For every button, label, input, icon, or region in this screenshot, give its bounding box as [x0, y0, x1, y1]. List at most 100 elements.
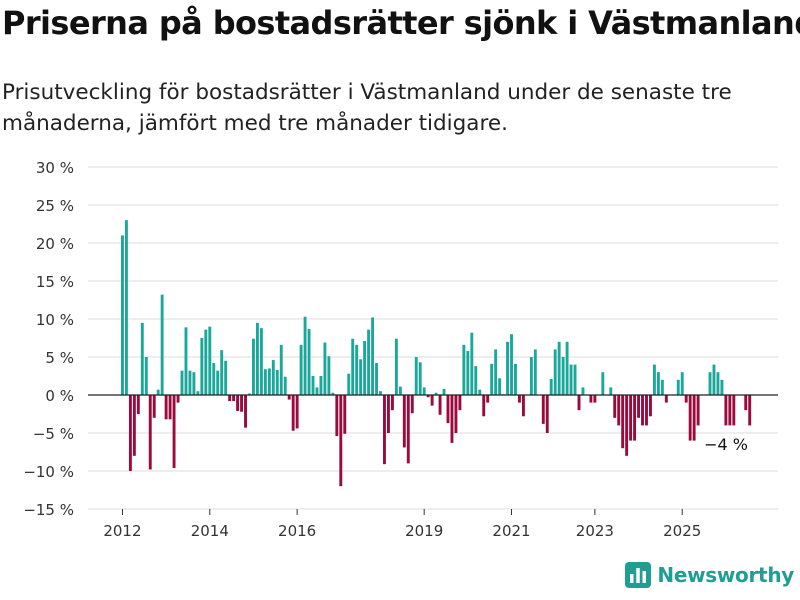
- bar: [259, 328, 263, 395]
- bar: [390, 395, 394, 411]
- bar: [748, 395, 752, 426]
- bar: [621, 395, 625, 449]
- bar: [335, 395, 339, 437]
- x-tick-label: 2014: [191, 522, 229, 540]
- bar: [442, 388, 446, 395]
- bar: [629, 395, 633, 441]
- bar: [172, 395, 176, 468]
- bar: [121, 235, 124, 395]
- bar: [184, 327, 188, 395]
- bar: [176, 395, 180, 403]
- y-tick-label: 15 %: [36, 273, 74, 291]
- bar: [279, 344, 283, 395]
- bar: [601, 372, 605, 395]
- bar: [148, 395, 152, 470]
- y-tick-label: 5 %: [45, 349, 74, 367]
- bar: [684, 395, 688, 403]
- bar: [164, 395, 168, 420]
- bar: [641, 395, 644, 426]
- bar: [728, 395, 732, 426]
- bar: [379, 391, 382, 395]
- bar: [486, 395, 490, 403]
- bar: [224, 360, 228, 395]
- bar: [255, 322, 259, 395]
- bar: [458, 395, 462, 411]
- bar: [299, 344, 303, 395]
- bar: [541, 395, 545, 424]
- bar: [561, 357, 565, 395]
- bar: [553, 349, 557, 395]
- bar: [236, 395, 240, 411]
- bar: [386, 395, 390, 433]
- chart-title: Priserna på bostadsrätter sjönk i Västma…: [2, 4, 800, 42]
- bar: [394, 338, 398, 395]
- bar: [168, 395, 172, 420]
- x-axis-ticks: 2012 2014 2016 2019 2021 2023 2025: [103, 509, 701, 540]
- bar: [375, 363, 378, 395]
- bar: [283, 376, 287, 395]
- bar: [307, 328, 311, 395]
- bar: [355, 344, 359, 395]
- bar: [518, 395, 521, 403]
- y-axis-tick-labels: 30 % 25 % 20 % 15 % 10 % 5 % 0 % −5 % −10 % −15 %: [23, 159, 74, 519]
- newsworthy-logo: Newsworthy: [625, 562, 794, 588]
- bar: [688, 395, 692, 441]
- bar: [470, 332, 474, 395]
- bar: [565, 341, 569, 395]
- bar: [514, 363, 517, 395]
- bar: [569, 364, 573, 395]
- bar: [267, 368, 271, 395]
- chart-subtitle: Prisutveckling för bostadsrätter i Västm…: [2, 80, 732, 136]
- bar: [533, 349, 537, 395]
- bar: [652, 364, 656, 395]
- bar: [712, 364, 716, 395]
- bar: [351, 338, 355, 395]
- bar: [446, 395, 450, 424]
- bar: [275, 369, 279, 395]
- bar: [180, 370, 184, 395]
- bar: [506, 341, 509, 395]
- y-tick-label: −10 %: [23, 463, 74, 481]
- bar: [160, 294, 164, 395]
- bar: [692, 395, 696, 441]
- bar: [557, 341, 561, 395]
- bar: [529, 357, 533, 395]
- bar: [319, 376, 323, 395]
- brand-name: Newsworthy: [657, 563, 794, 587]
- bar: [244, 395, 247, 428]
- bar: [418, 362, 422, 395]
- bar: [649, 395, 652, 417]
- x-tick-label: 2025: [663, 522, 701, 540]
- bars: [121, 220, 752, 487]
- y-tick-label: −15 %: [23, 501, 74, 519]
- bar: [410, 395, 414, 414]
- y-tick-label: 0 %: [45, 387, 74, 405]
- bar: [438, 395, 442, 415]
- bar: [323, 342, 327, 395]
- bar: [192, 372, 196, 395]
- bar: [327, 356, 331, 395]
- bar: [660, 379, 664, 395]
- bar: [156, 389, 160, 395]
- bar: [494, 349, 498, 395]
- bar: [545, 395, 549, 433]
- bar: [490, 363, 494, 395]
- bar: [521, 395, 525, 417]
- bar: [188, 370, 192, 395]
- bar: [240, 395, 243, 412]
- bar: [478, 389, 482, 395]
- bar: [367, 329, 371, 395]
- bar: [474, 366, 478, 395]
- bar: [200, 338, 204, 395]
- bar: [383, 395, 386, 465]
- bar: [454, 395, 458, 433]
- bar: [430, 395, 434, 406]
- bar: [680, 372, 684, 395]
- bar: [124, 220, 128, 395]
- grid-lines: [88, 166, 778, 510]
- bar: [414, 357, 418, 395]
- bar: [422, 387, 426, 395]
- chart-bars-icon: [625, 562, 652, 588]
- x-tick-label: 2021: [492, 522, 530, 540]
